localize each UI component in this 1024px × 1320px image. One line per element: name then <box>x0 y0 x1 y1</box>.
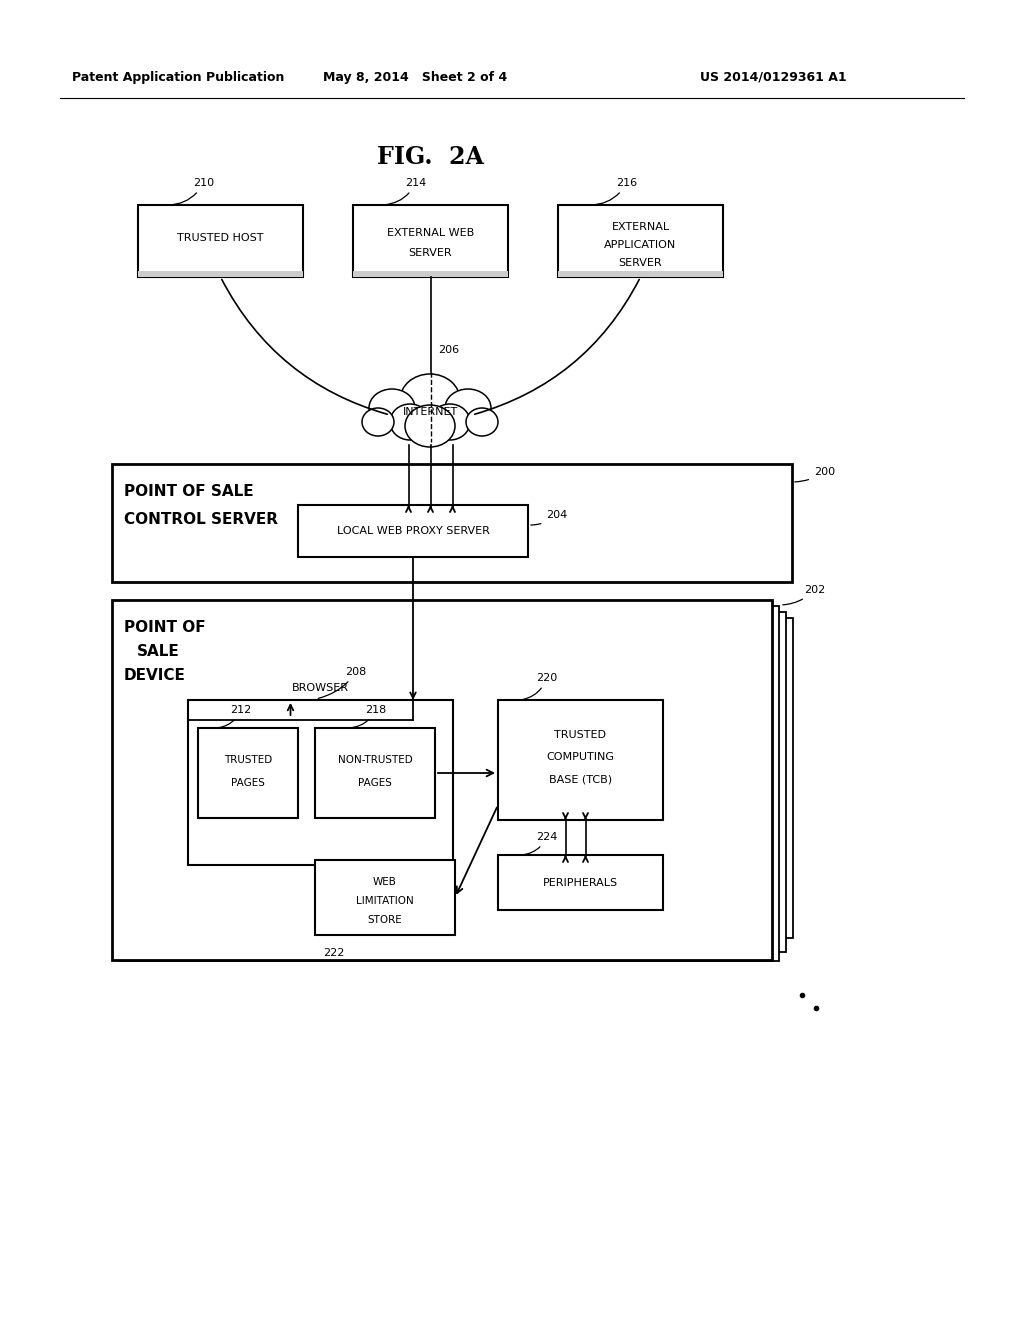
FancyBboxPatch shape <box>138 205 303 277</box>
Ellipse shape <box>445 389 490 426</box>
Text: SALE: SALE <box>137 644 180 660</box>
FancyBboxPatch shape <box>498 700 663 820</box>
Text: WEB: WEB <box>373 876 397 887</box>
FancyBboxPatch shape <box>198 729 298 818</box>
Text: 210: 210 <box>169 178 214 205</box>
FancyBboxPatch shape <box>498 855 663 909</box>
Ellipse shape <box>400 374 460 426</box>
FancyBboxPatch shape <box>315 861 455 935</box>
Text: TRUSTED: TRUSTED <box>224 755 272 766</box>
Text: 218: 218 <box>350 705 386 727</box>
Ellipse shape <box>430 404 470 440</box>
FancyBboxPatch shape <box>558 271 723 277</box>
Text: 216: 216 <box>591 178 637 205</box>
Text: EXTERNAL: EXTERNAL <box>611 222 670 232</box>
Text: FIG.  2A: FIG. 2A <box>377 145 483 169</box>
Text: US 2014/0129361 A1: US 2014/0129361 A1 <box>700 70 847 83</box>
Text: 206: 206 <box>438 345 459 355</box>
Text: INTERNET: INTERNET <box>402 407 458 417</box>
FancyBboxPatch shape <box>558 205 723 277</box>
Text: PERIPHERALS: PERIPHERALS <box>543 878 618 887</box>
Text: NON-TRUSTED: NON-TRUSTED <box>338 755 413 766</box>
Text: TRUSTED: TRUSTED <box>555 730 606 741</box>
Text: COMPUTING: COMPUTING <box>547 752 614 762</box>
FancyBboxPatch shape <box>119 606 779 961</box>
Text: PAGES: PAGES <box>231 777 265 788</box>
Text: BASE (TCB): BASE (TCB) <box>549 774 612 784</box>
FancyBboxPatch shape <box>353 271 508 277</box>
Text: 208: 208 <box>318 667 367 698</box>
Text: BROWSER: BROWSER <box>292 682 349 693</box>
Text: PAGES: PAGES <box>358 777 392 788</box>
Text: LOCAL WEB PROXY SERVER: LOCAL WEB PROXY SERVER <box>337 525 489 536</box>
Ellipse shape <box>369 389 415 426</box>
Text: May 8, 2014   Sheet 2 of 4: May 8, 2014 Sheet 2 of 4 <box>323 70 507 83</box>
FancyBboxPatch shape <box>353 205 508 277</box>
Ellipse shape <box>466 408 498 436</box>
Text: 204: 204 <box>530 510 567 525</box>
Ellipse shape <box>390 404 430 440</box>
Text: 214: 214 <box>384 178 426 205</box>
FancyBboxPatch shape <box>126 612 786 952</box>
Text: 212: 212 <box>219 705 251 727</box>
Text: APPLICATION: APPLICATION <box>604 240 677 249</box>
Text: CONTROL SERVER: CONTROL SERVER <box>124 512 278 528</box>
Text: POINT OF SALE: POINT OF SALE <box>124 484 254 499</box>
Text: 220: 220 <box>522 673 557 700</box>
Text: STORE: STORE <box>368 915 402 925</box>
Text: SERVER: SERVER <box>409 248 453 257</box>
FancyBboxPatch shape <box>138 271 303 277</box>
Ellipse shape <box>362 408 394 436</box>
FancyBboxPatch shape <box>112 465 792 582</box>
FancyBboxPatch shape <box>188 700 453 865</box>
Text: 224: 224 <box>523 832 557 855</box>
Text: 202: 202 <box>782 585 825 605</box>
Text: DEVICE: DEVICE <box>124 668 186 684</box>
Ellipse shape <box>406 405 455 447</box>
Text: POINT OF: POINT OF <box>124 620 206 635</box>
FancyBboxPatch shape <box>133 618 793 939</box>
Text: 222: 222 <box>323 948 344 958</box>
Text: SERVER: SERVER <box>618 257 663 268</box>
FancyBboxPatch shape <box>315 729 435 818</box>
Text: EXTERNAL WEB: EXTERNAL WEB <box>387 228 474 238</box>
Text: Patent Application Publication: Patent Application Publication <box>72 70 285 83</box>
Text: 200: 200 <box>795 467 836 482</box>
FancyBboxPatch shape <box>112 601 772 960</box>
FancyBboxPatch shape <box>298 506 528 557</box>
Text: TRUSTED HOST: TRUSTED HOST <box>177 234 264 243</box>
Text: LIMITATION: LIMITATION <box>356 896 414 906</box>
